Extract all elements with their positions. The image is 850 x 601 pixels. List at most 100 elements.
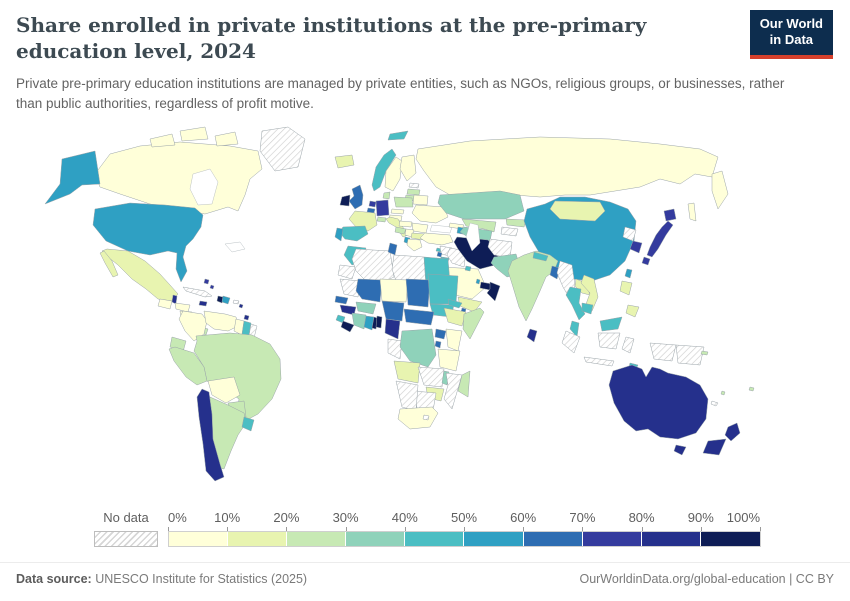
country-indonesia[interactable] — [621, 336, 635, 354]
country-somalia[interactable] — [462, 307, 485, 340]
country-rwanda[interactable] — [434, 340, 442, 349]
country-liberia[interactable] — [340, 320, 355, 333]
owid-logo[interactable]: Our World in Data — [749, 10, 833, 59]
country-new-caledonia[interactable] — [710, 400, 719, 407]
country-kazakhstan[interactable] — [437, 190, 525, 220]
legend-bin[interactable] — [405, 532, 465, 546]
country-south-korea[interactable] — [629, 240, 643, 254]
country-czechia[interactable] — [390, 208, 405, 215]
country-togo[interactable] — [371, 316, 378, 330]
country-qatar[interactable] — [475, 278, 481, 285]
country-western-sahara[interactable] — [337, 264, 357, 280]
country-philippines[interactable] — [619, 280, 633, 296]
country-bangladesh[interactable] — [549, 265, 561, 280]
country-turkey[interactable] — [419, 232, 454, 246]
country-japan[interactable] — [641, 256, 651, 266]
country-cote-d-ivoire[interactable] — [351, 312, 367, 330]
legend-bin[interactable] — [228, 532, 288, 546]
country-new-zealand[interactable] — [724, 422, 741, 442]
country-nepal[interactable] — [532, 251, 549, 262]
country-greenland[interactable] — [259, 126, 306, 172]
country-senegal[interactable] — [334, 295, 349, 305]
country-norway[interactable] — [387, 130, 409, 141]
country-philippines[interactable] — [625, 304, 640, 318]
country-mongolia[interactable] — [549, 200, 606, 222]
country-uruguay[interactable] — [241, 416, 255, 432]
country-oman[interactable] — [486, 281, 501, 302]
country-finland[interactable] — [399, 154, 417, 182]
country-japan[interactable] — [663, 208, 677, 222]
country-bolivia[interactable] — [207, 376, 241, 404]
country-norway[interactable] — [371, 148, 397, 192]
country-kenya[interactable] — [445, 328, 463, 352]
country-netherlands[interactable] — [368, 200, 377, 208]
country-chile[interactable] — [196, 388, 225, 482]
country-angola[interactable] — [393, 360, 421, 384]
country-australia[interactable] — [608, 364, 709, 440]
legend-bin[interactable] — [287, 532, 347, 546]
country-canada[interactable] — [214, 131, 239, 147]
country-trinidad-and-tobago[interactable] — [243, 314, 250, 321]
country-jamaica[interactable] — [198, 300, 208, 307]
country-tajikistan[interactable] — [500, 226, 519, 237]
country-indonesia[interactable] — [597, 332, 621, 350]
country-poland[interactable] — [393, 196, 414, 208]
country-ethiopia[interactable] — [443, 307, 467, 327]
country-united-states[interactable] — [44, 150, 101, 205]
country-namibia[interactable] — [395, 380, 419, 412]
country-switzerland[interactable] — [376, 216, 387, 223]
country-mali[interactable] — [355, 278, 383, 303]
country-estonia[interactable] — [408, 182, 420, 189]
country-thailand[interactable] — [565, 286, 586, 321]
legend-bin[interactable] — [346, 532, 406, 546]
country-romania[interactable] — [411, 222, 429, 234]
country-belize[interactable] — [171, 294, 178, 305]
country-greece[interactable] — [406, 238, 423, 252]
country-tanzania[interactable] — [437, 348, 461, 372]
legend-bin[interactable] — [700, 532, 760, 546]
country-madagascar[interactable] — [457, 370, 471, 398]
country-ghana[interactable] — [363, 315, 375, 331]
country-nigeria[interactable] — [381, 300, 405, 322]
country-zambia[interactable] — [417, 366, 445, 388]
legend-no-data[interactable]: No data — [94, 510, 158, 547]
country-central-african-republic[interactable] — [403, 308, 435, 326]
country-indonesia[interactable] — [583, 356, 615, 367]
country-south-africa[interactable] — [397, 406, 439, 430]
legend-bin[interactable] — [641, 532, 701, 546]
country-benin[interactable] — [375, 315, 383, 329]
country-bahamas[interactable] — [203, 278, 210, 285]
country-puerto-rico[interactable] — [232, 299, 240, 305]
country-ireland[interactable] — [339, 194, 351, 207]
country-fiji[interactable] — [748, 386, 755, 392]
country-taiwan[interactable] — [624, 268, 633, 279]
country-cuba[interactable] — [182, 286, 213, 298]
country-canada[interactable] — [179, 126, 209, 142]
country-sri-lanka[interactable] — [526, 328, 538, 343]
country-kuwait[interactable] — [464, 265, 472, 272]
legend-no-data-swatch[interactable] — [94, 531, 158, 547]
country-croatia[interactable] — [394, 226, 407, 235]
country-dr-congo[interactable] — [399, 328, 437, 368]
country-dominican-republic[interactable] — [221, 295, 231, 305]
legend-bin[interactable] — [464, 532, 524, 546]
country-uganda[interactable] — [434, 328, 447, 340]
country-russia[interactable] — [415, 136, 719, 200]
country-indonesia[interactable] — [649, 342, 677, 362]
country-hungary[interactable] — [398, 220, 413, 228]
country-russia[interactable] — [687, 202, 697, 222]
country-canada[interactable] — [149, 133, 176, 148]
country-mauritania[interactable] — [339, 278, 361, 298]
country-honduras[interactable] — [174, 302, 191, 313]
country-lesotho[interactable] — [422, 414, 430, 421]
country-cameroon[interactable] — [384, 318, 401, 340]
country-united-kingdom[interactable] — [348, 184, 364, 210]
country-papua-new-guinea[interactable] — [675, 344, 705, 366]
country-malaysia[interactable] — [599, 316, 623, 332]
country-cambodia[interactable] — [581, 302, 594, 315]
country-india[interactable] — [507, 250, 559, 322]
country-burkina-faso[interactable] — [355, 301, 377, 315]
country-portugal[interactable] — [334, 227, 344, 242]
country-canada[interactable] — [94, 141, 263, 215]
country-haiti[interactable] — [216, 295, 224, 304]
